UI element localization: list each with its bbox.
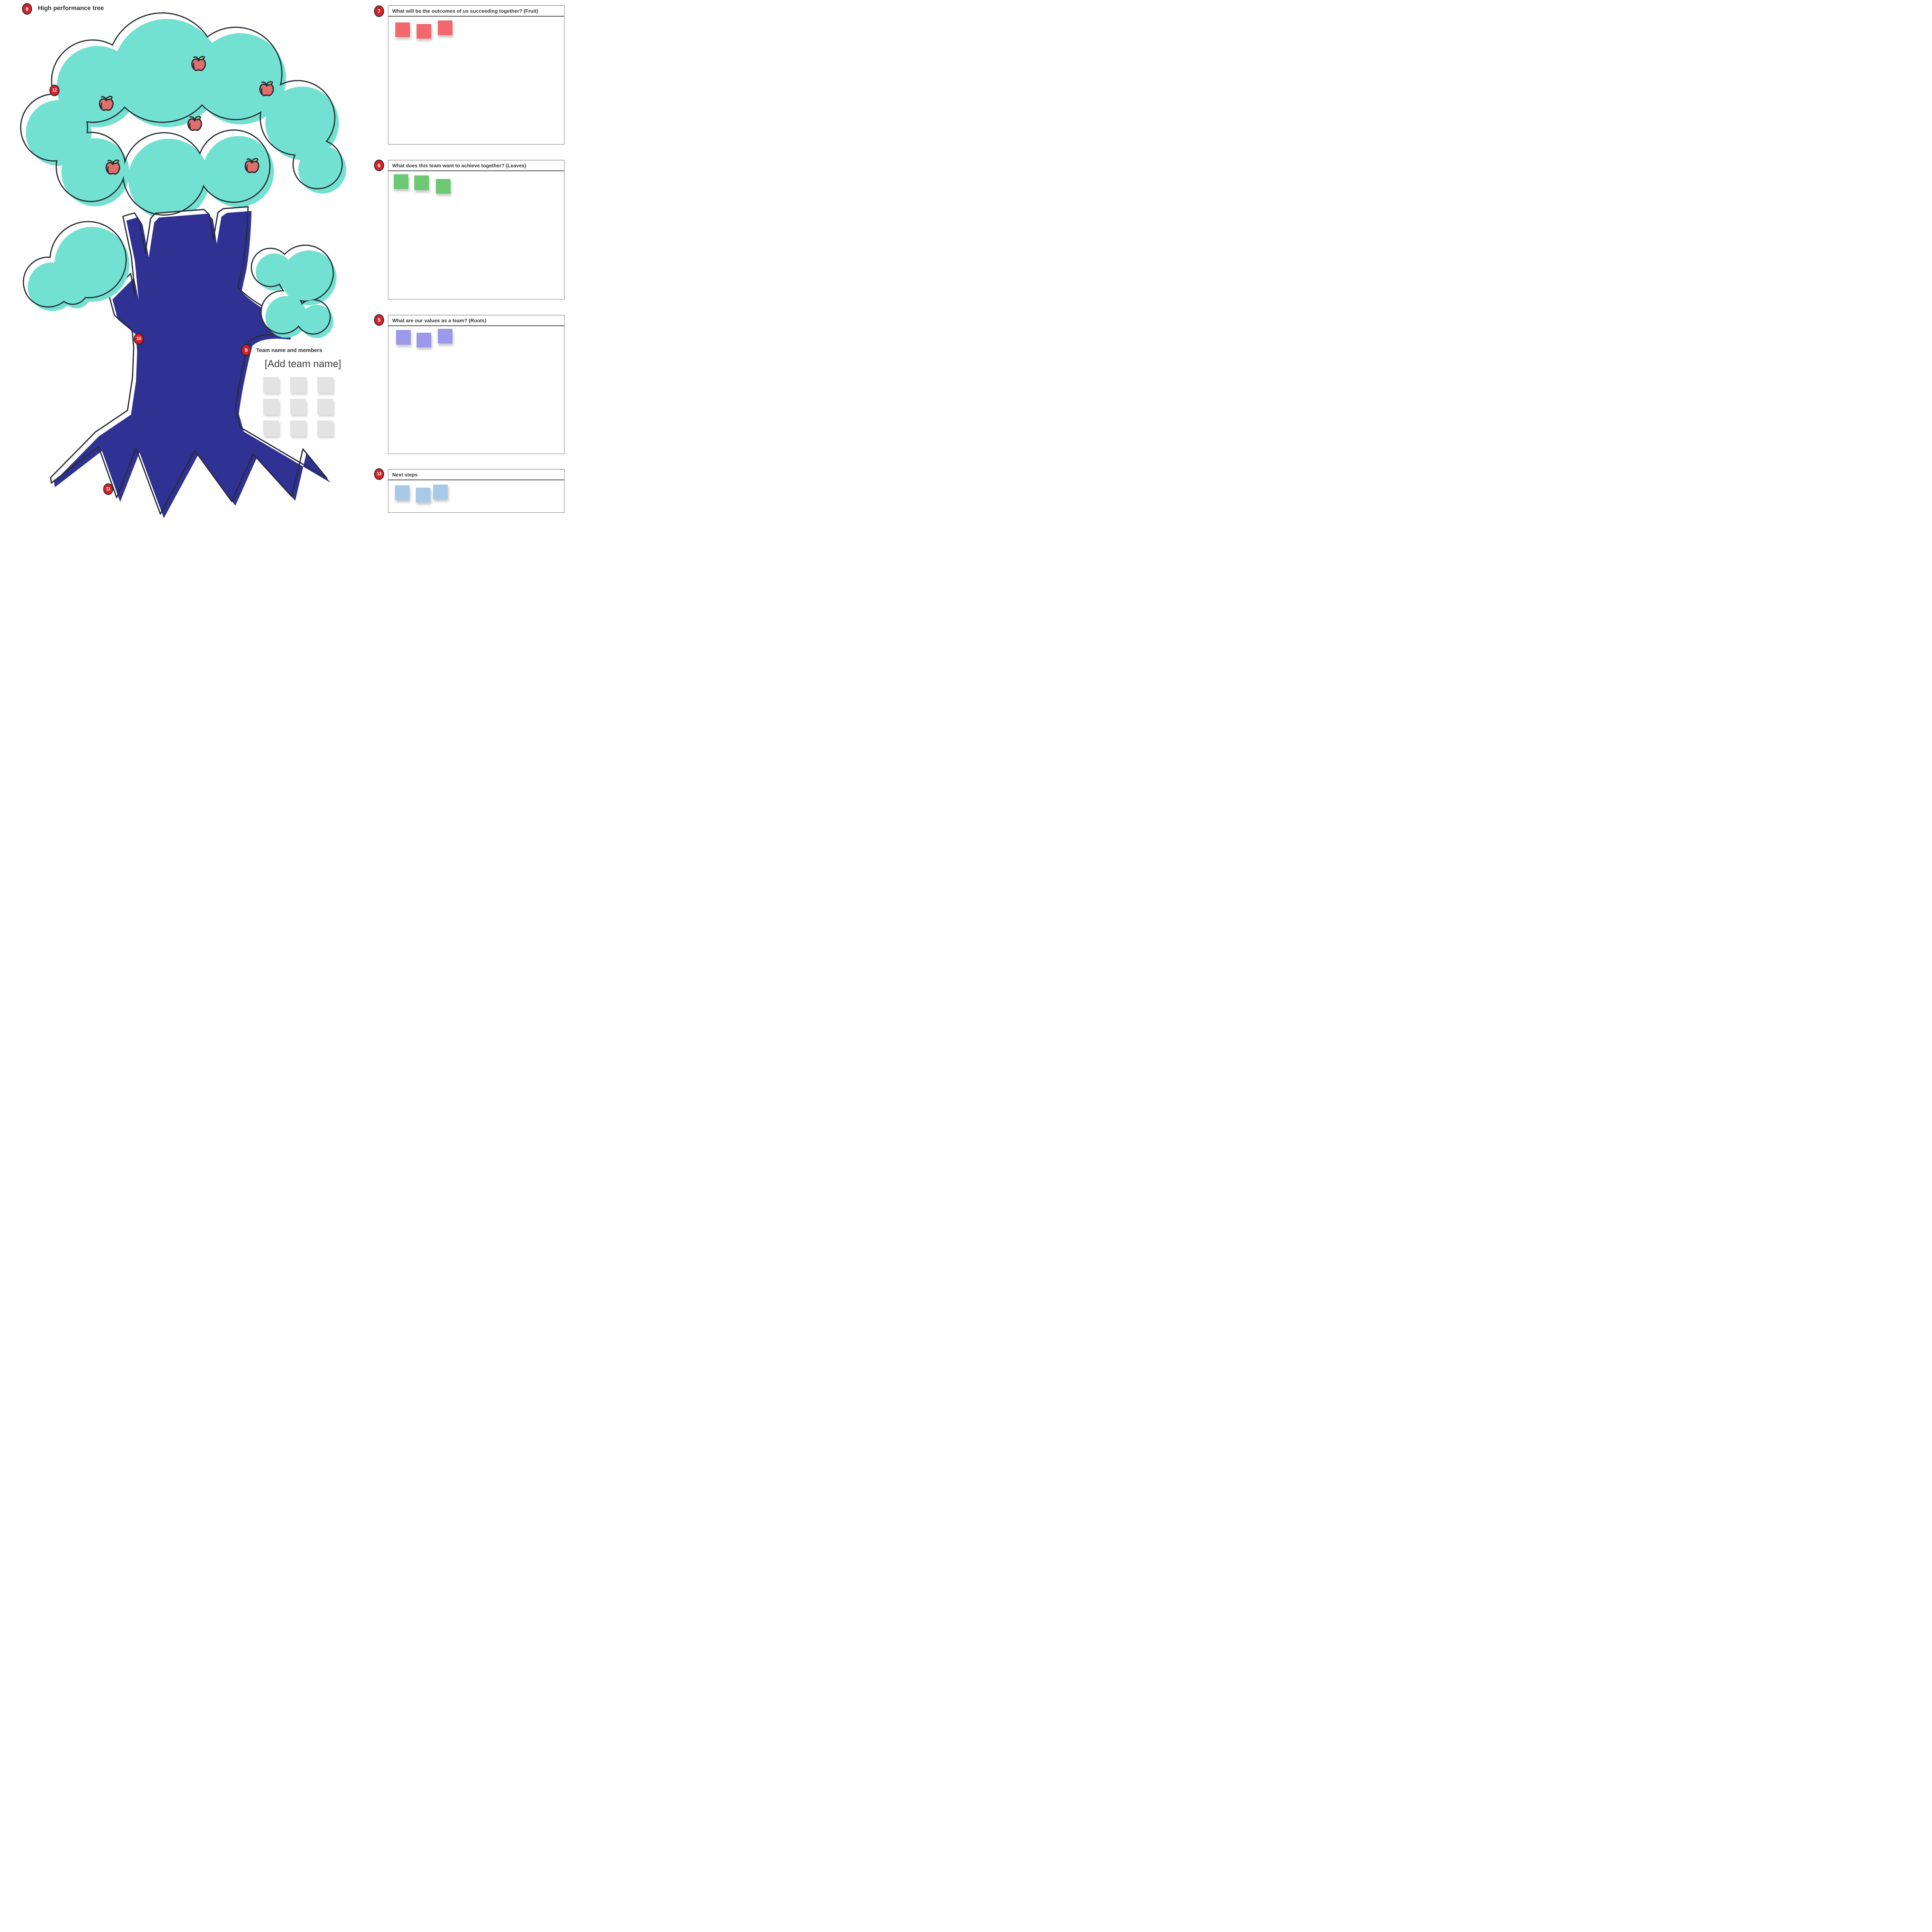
sticky-note[interactable] xyxy=(394,174,408,189)
member-note-slot[interactable] xyxy=(290,399,306,415)
member-note-slot[interactable] xyxy=(317,399,333,415)
panel-next-steps-title: Next steps xyxy=(388,469,564,480)
sticky-note[interactable] xyxy=(436,179,451,194)
panel-roots-title: What are our values as a team? (Roots) xyxy=(388,315,564,326)
step-badge-11-roots[interactable]: 11 xyxy=(103,483,113,495)
panel-leaves-title: What does this team want to achieve toge… xyxy=(388,160,564,171)
panel-roots-values: What are our values as a team? (Roots) xyxy=(388,315,565,454)
left-branch-cloud xyxy=(12,209,143,325)
step-badge-9[interactable]: 9 xyxy=(241,344,251,356)
member-note-slot[interactable] xyxy=(263,420,279,436)
sticky-note[interactable] xyxy=(395,22,410,37)
step-badge-6[interactable]: 6 xyxy=(374,160,384,171)
step-badge-12-crown[interactable]: 12 xyxy=(49,85,60,96)
panel-fruit-title: What will be the outcomes of us succeedi… xyxy=(388,6,564,17)
panel-next-steps: Next steps xyxy=(388,469,565,513)
sticky-note[interactable] xyxy=(416,488,430,502)
team-section-heading: Team name and members xyxy=(256,347,322,353)
sticky-note[interactable] xyxy=(417,24,431,39)
step-badge-7[interactable]: 7 xyxy=(374,5,384,17)
member-note-slot[interactable] xyxy=(263,399,279,415)
step-badge-10-trunk[interactable]: 10 xyxy=(134,333,144,345)
team-name-placeholder[interactable]: [Add team name] xyxy=(265,358,341,369)
member-note-slot[interactable] xyxy=(290,420,306,436)
right-branch-cloud xyxy=(236,236,348,348)
member-note-slot[interactable] xyxy=(317,420,333,436)
member-note-slot[interactable] xyxy=(317,377,333,393)
tree-foliage-outline xyxy=(0,0,371,247)
member-note-slot[interactable] xyxy=(290,377,306,393)
sticky-note[interactable] xyxy=(433,485,448,499)
step-badge-13[interactable]: 13 xyxy=(374,468,384,480)
whiteboard-canvas: 8 High performance tree 12 10 11 9 Team … xyxy=(0,0,565,519)
member-note-slot[interactable] xyxy=(263,377,279,393)
step-badge-5[interactable]: 5 xyxy=(374,314,384,326)
panel-leaves-achieve: What does this team want to achieve toge… xyxy=(388,160,565,299)
sticky-note[interactable] xyxy=(414,175,429,190)
sticky-note[interactable] xyxy=(438,20,452,35)
panel-fruit-outcomes: What will be the outcomes of us succeedi… xyxy=(388,5,565,145)
sticky-note[interactable] xyxy=(417,333,431,347)
sticky-note[interactable] xyxy=(438,329,452,344)
sticky-note[interactable] xyxy=(395,485,410,500)
step-badge-8[interactable]: 8 xyxy=(22,3,32,15)
page-title: High performance tree xyxy=(38,5,104,12)
sticky-note[interactable] xyxy=(396,330,411,345)
high-performance-tree-illustration xyxy=(0,0,371,518)
team-member-grid xyxy=(263,377,333,436)
